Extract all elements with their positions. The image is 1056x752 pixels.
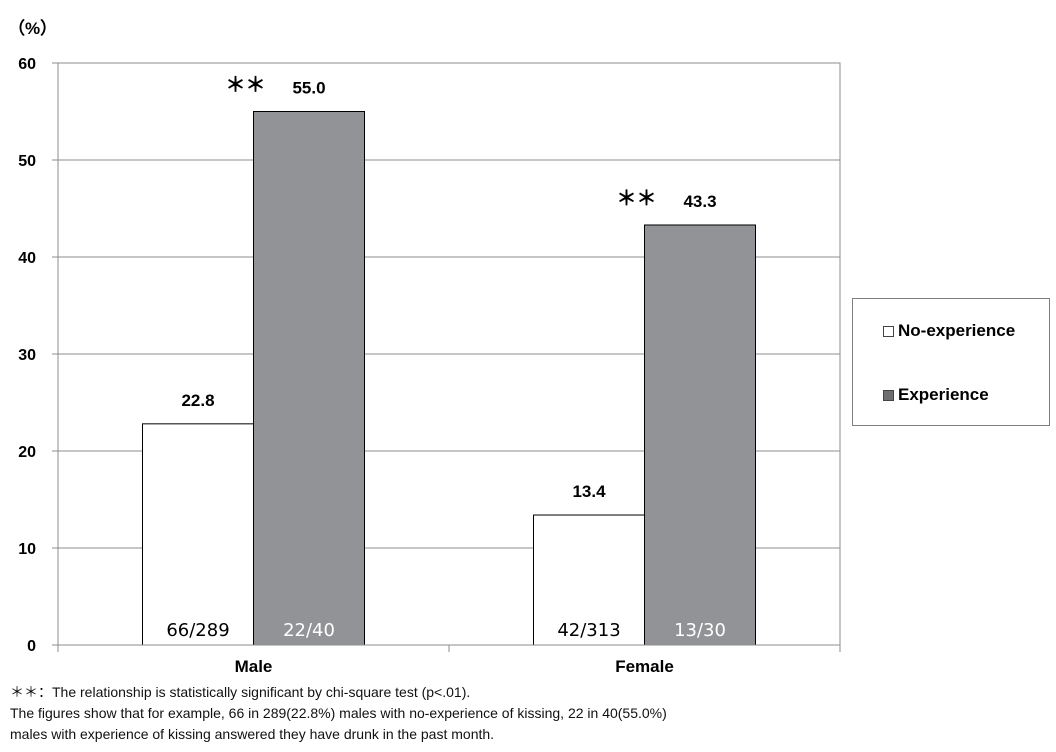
y-tick-label: 30 <box>18 347 36 364</box>
significance-marker: ＊＊ <box>617 186 657 210</box>
bar <box>644 224 756 646</box>
significance-marker: ＊＊ <box>226 73 266 97</box>
value-label: 22.8 <box>181 391 214 410</box>
count-label: 22/40 <box>283 620 335 641</box>
bars <box>142 111 756 646</box>
count-label: 42/313 <box>557 620 620 641</box>
count-label: 13/30 <box>674 620 726 641</box>
legend-swatch-no-experience <box>883 325 894 337</box>
footnotes: ＊＊：The relationship is statistically sig… <box>10 682 1050 745</box>
bar <box>253 111 365 646</box>
count-label: 66/289 <box>166 620 229 641</box>
legend-item-experience: Experience <box>883 385 989 405</box>
legend-label-experience: Experience <box>898 385 989 404</box>
value-label: 43.3 <box>683 192 716 211</box>
y-tick-label: 60 <box>18 56 36 73</box>
y-tick-label: 0 <box>27 638 36 655</box>
y-axis-unit-label: （%） <box>8 19 58 38</box>
y-tick-label: 10 <box>18 541 36 558</box>
value-label: 13.4 <box>572 482 606 501</box>
bar <box>142 423 254 646</box>
y-tick-label: 50 <box>18 153 36 170</box>
footnote-example-line-2: males with experience of kissing answere… <box>10 726 495 742</box>
legend-swatch-experience <box>883 389 894 401</box>
legend-item-no-experience: No-experience <box>883 321 1015 341</box>
category-label: Male <box>235 657 273 676</box>
footnote-example-line-1: The figures show that for example, 66 in… <box>10 705 667 721</box>
labels: 0 10 20 30 40 50 60 Male 22.8 66/289 55.0 ＊＊ 22/40 Fe… <box>18 56 726 676</box>
footnote-significance: ＊＊：The relationship is statistically sig… <box>10 684 471 700</box>
axes <box>52 62 841 652</box>
y-tick-label: 20 <box>18 444 36 461</box>
legend: No-experience Experience <box>852 298 1050 426</box>
legend-label-no-experience: No-experience <box>898 321 1016 340</box>
category-label: Female <box>615 657 674 676</box>
bar-chart: 0 10 20 30 40 50 60 Male 22.8 66/289 55.0 ＊＊ 22/40 Fe… <box>18 56 841 676</box>
y-tick-label: 40 <box>18 250 36 267</box>
value-label: 55.0 <box>292 79 325 98</box>
